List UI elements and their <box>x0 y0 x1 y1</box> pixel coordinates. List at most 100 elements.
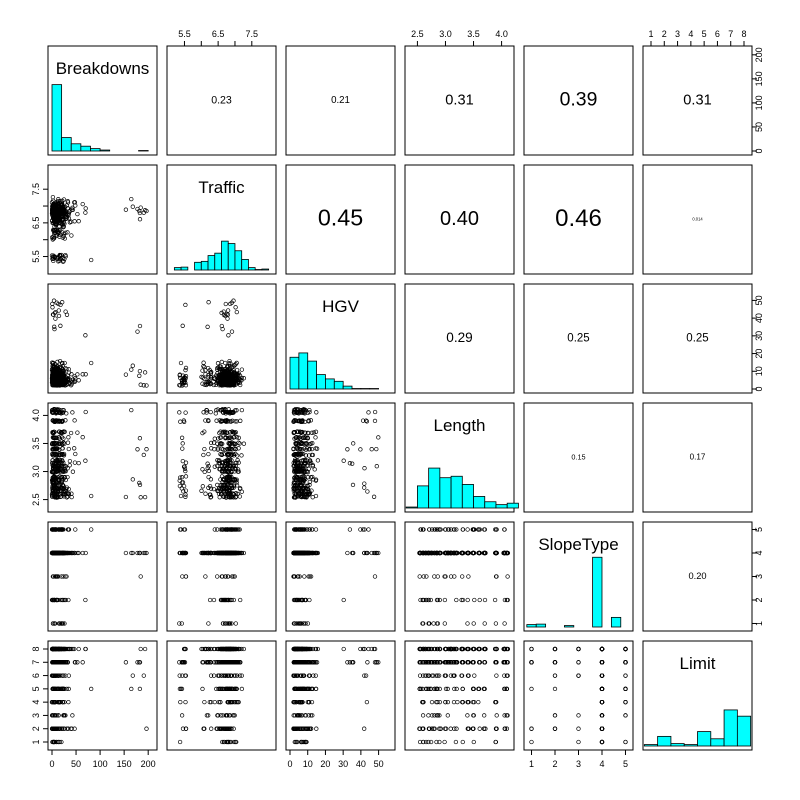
histogram-bar-traffic <box>200 260 209 271</box>
scatter-point <box>466 574 471 579</box>
scatter-point <box>241 550 247 556</box>
scatter-point <box>306 430 311 436</box>
scatter-point <box>293 468 298 474</box>
scatter-point <box>89 686 94 692</box>
scatter-point <box>52 326 57 332</box>
scatter-point <box>301 407 306 413</box>
scatter-point <box>215 458 220 463</box>
panel-frame <box>285 45 396 156</box>
scatter-point <box>239 453 244 458</box>
scatter-point <box>297 429 303 434</box>
scatter-point <box>53 574 58 579</box>
scatter-point <box>202 699 207 705</box>
scatter-point <box>180 446 185 451</box>
scatter-point <box>227 374 233 379</box>
scatter-point <box>233 362 238 367</box>
scatter-point <box>206 300 211 305</box>
scatter-point <box>56 301 61 307</box>
scatter-point <box>202 446 207 452</box>
scatter-point <box>310 474 315 480</box>
panel-frame <box>404 521 515 632</box>
scatter-point <box>292 477 297 483</box>
scatter-point <box>374 464 379 469</box>
scatter-point <box>178 360 184 366</box>
scatter-point <box>208 440 214 446</box>
scatter-point <box>350 482 356 488</box>
scatter-point <box>64 574 69 579</box>
scatter-point <box>76 378 81 383</box>
scatter-point <box>204 407 209 413</box>
scatter-point <box>238 382 243 388</box>
scatter-point <box>220 476 226 482</box>
scatter-point <box>314 410 319 415</box>
scatter-point <box>313 429 319 434</box>
histogram-bar-length <box>506 502 519 509</box>
scatter-point <box>234 408 239 413</box>
scatter-point <box>220 441 225 447</box>
scatter-point <box>89 493 94 499</box>
scatter-point <box>51 216 57 221</box>
scatter-point <box>296 447 301 452</box>
scatter-point <box>229 447 235 452</box>
scatter-point <box>363 418 369 423</box>
scatter-point <box>211 597 217 603</box>
scatter-point <box>492 597 498 603</box>
scatter-point <box>303 453 309 458</box>
scatter-point <box>60 230 65 235</box>
scatter-point <box>293 435 299 440</box>
scatter-point <box>75 372 80 377</box>
scatter-point <box>310 462 316 468</box>
scatter-point <box>221 371 226 376</box>
scatter-point <box>56 197 61 202</box>
panel-frame <box>166 521 277 632</box>
scatter-point <box>222 370 227 375</box>
scatter-point <box>80 201 85 207</box>
scatter-point <box>144 383 149 388</box>
panel-frame <box>166 640 277 751</box>
scatter-point <box>203 574 208 579</box>
scatter-point <box>141 452 146 458</box>
scatter-point <box>212 464 217 469</box>
scatter-point <box>66 435 71 440</box>
histogram-bar-traffic <box>227 243 236 271</box>
panel-frame <box>285 283 396 394</box>
scatter-point <box>233 621 238 626</box>
scatter-point <box>216 486 222 491</box>
histogram-bar-limit <box>710 738 725 747</box>
scatter-point <box>201 452 206 458</box>
scatter-point <box>179 435 185 440</box>
scatter-point <box>73 376 78 381</box>
scatter-point <box>52 464 57 469</box>
scatter-point <box>235 458 240 463</box>
scatter-point <box>183 410 188 415</box>
scatter-point <box>59 430 64 435</box>
scatter-point <box>130 673 135 678</box>
histogram-bar-traffic <box>261 268 270 271</box>
scatter-point <box>129 196 134 202</box>
scatter-point <box>60 410 65 415</box>
scatter-point <box>144 726 149 731</box>
scatter-point <box>51 210 56 216</box>
scatter-point <box>219 310 224 316</box>
scatter-point <box>135 447 140 452</box>
scatter-point <box>54 214 59 219</box>
histogram-bar-slopetype <box>526 624 537 628</box>
scatter-point <box>89 257 94 263</box>
scatter-point <box>56 259 61 264</box>
histogram-bar-hgv <box>342 385 353 390</box>
scatter-point <box>89 360 94 366</box>
histogram-bar-traffic <box>248 267 256 271</box>
scatter-point <box>62 468 68 474</box>
scatter-point <box>61 574 66 579</box>
scatter-point <box>233 451 238 457</box>
scatter-point <box>65 230 70 235</box>
scatter-point <box>218 435 224 440</box>
scatter-point <box>123 372 129 377</box>
scatter-point <box>50 418 55 423</box>
correlation-value: 0.29 <box>446 330 472 345</box>
scatter-point <box>222 429 228 435</box>
scatter-point <box>144 447 149 452</box>
scatter-point <box>295 463 301 468</box>
scatter-point <box>61 204 66 209</box>
scatter-point <box>229 486 234 491</box>
